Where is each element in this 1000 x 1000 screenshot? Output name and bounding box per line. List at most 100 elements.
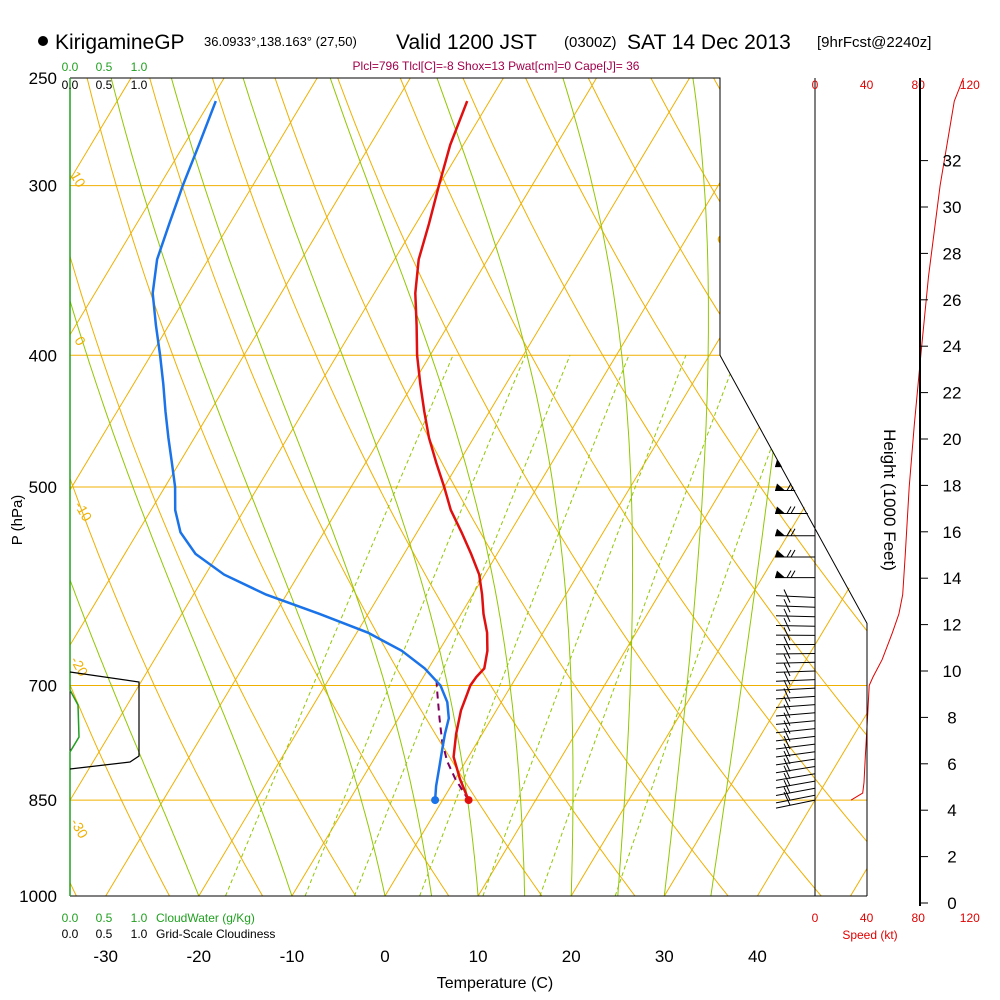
moist-adiabat-line [170, 78, 433, 896]
mixing-ratio-label: 2 [303, 901, 321, 916]
dry-adiabat-line [462, 78, 867, 737]
isotherm-line [70, 78, 318, 491]
sounding-profiles [151, 77, 964, 809]
wind-barb-staff [775, 735, 816, 742]
temperature-line [414, 100, 489, 801]
moist-adiabat-line [110, 78, 386, 896]
wind-barb-icon [775, 720, 816, 734]
cloudiness-tick-bottom: 1.0 [131, 927, 148, 941]
height-tick-label: 30 [943, 198, 962, 217]
wind-barb-feather [783, 645, 791, 659]
wind-barb-feather [783, 598, 791, 613]
valid-time: Valid 1200 JST [396, 31, 537, 54]
mixing-ratio-line [353, 355, 571, 896]
wind-barb-icon [775, 765, 816, 781]
wind-barb-feather [783, 779, 791, 794]
wind-barb-icon [775, 772, 816, 789]
wind-barb-staff [775, 794, 816, 804]
wind-barb-feather [783, 728, 791, 742]
wind-barb-icon [775, 696, 816, 710]
wind-barb-feather [786, 549, 792, 558]
isotherm-line [291, 78, 784, 896]
pressure-tick-label: 250 [29, 69, 57, 88]
wind-barb-icon [775, 735, 816, 750]
temperature-tick-label: 20 [562, 947, 581, 966]
wind-barb-feather [783, 608, 791, 623]
dry-adiabat-label: -20 [67, 654, 91, 680]
wind-barb-staff [775, 766, 816, 774]
height-tick-label: 8 [947, 708, 956, 727]
pressure-tick-label: 400 [29, 346, 57, 365]
wind-barb-feather [783, 688, 791, 702]
speed-tick-bottom: 120 [960, 911, 980, 925]
isotherm-line [105, 78, 597, 896]
wind-barb-icon [775, 645, 816, 659]
chart-frame-and-labels: 100-10-20-300102030250300400500700850100… [9, 60, 980, 992]
cloud-water-label: CloudWater (g/Kg) [156, 911, 255, 925]
cloudiness-tick-top: 0.5 [96, 78, 113, 92]
wind-barb-feather [790, 570, 796, 578]
height-tick-label: 32 [943, 152, 962, 171]
height-tick-label: 4 [947, 801, 956, 820]
height-tick-label: 26 [943, 291, 962, 310]
speed-tick-top: 120 [960, 78, 980, 92]
wind-barb-icon [775, 589, 816, 603]
height-tick-label: 6 [947, 755, 956, 774]
mixing-ratio-line [482, 355, 687, 896]
station-bullet-icon [38, 36, 48, 46]
speed-tick-top: 40 [860, 78, 874, 92]
wind-barb-staff [775, 679, 816, 682]
isotherm-line [756, 712, 867, 896]
wind-barb-icon [775, 728, 816, 742]
cloud-water-tick-top: 1.0 [131, 60, 148, 74]
wind-barb-feather [783, 750, 791, 765]
mixing-ratio-label: 12 [539, 894, 561, 916]
dry-adiabat-line [399, 78, 867, 843]
speed-tick-bottom: 0 [812, 911, 819, 925]
dry-adiabat-line [337, 78, 822, 896]
wind-barb-icon [775, 791, 816, 809]
wind-barb-staff [775, 780, 816, 789]
mixing-ratio-line [614, 355, 806, 896]
wind-barb-feather [786, 528, 792, 536]
mixing-ratio-label: 5 [419, 901, 437, 916]
mixing-ratio-label: 3 [355, 901, 373, 916]
wind-barb-feather [786, 483, 792, 491]
temperature-tick-label: -30 [93, 947, 118, 966]
cloud-water-line [69, 78, 80, 896]
temperature-tick-label: -20 [187, 947, 212, 966]
wind-barb-feather [783, 772, 791, 787]
wind-barb-feather [783, 720, 791, 734]
dry-adiabat-label: -30 [67, 816, 91, 842]
wind-barb-icon [775, 627, 816, 641]
wind-barb-staff [775, 758, 816, 766]
wind-barb-icon [775, 654, 816, 668]
wind-barb-feather [783, 704, 791, 718]
cloud-water-tick-bottom: 0.0 [62, 911, 79, 925]
pressure-tick-label: 300 [29, 177, 57, 196]
dry-adiabat-line [149, 78, 543, 896]
wind-barb-staff [775, 773, 816, 781]
height-tick-label: 18 [943, 476, 962, 495]
forecast-info: [9hrFcst@2240z] [817, 34, 931, 51]
dewpoint-line [151, 100, 451, 801]
wind-barb-feather [783, 791, 791, 806]
dry-adiabat-line [964, 78, 1000, 896]
moist-adiabat-line [562, 78, 634, 896]
parcel-path-line [435, 676, 470, 801]
height-tick-label: 0 [947, 894, 956, 913]
wind-barb-icon [775, 598, 816, 613]
surface-temperature-dot [464, 796, 473, 805]
wind-barb-staff [775, 720, 816, 725]
wind-barb-feather [786, 506, 792, 514]
isotherm-line [477, 246, 867, 896]
height-tick-label: 16 [943, 523, 962, 542]
wind-barb-feather [783, 671, 791, 685]
mixing-ratio-label: 20 [616, 894, 638, 916]
cloud-water-tick-bottom: 0.5 [96, 911, 113, 925]
wind-barb-staff [775, 661, 816, 664]
height-tick-label: 20 [943, 430, 962, 449]
wind-barb-icon [775, 786, 816, 804]
wind-barb-staff [775, 712, 816, 717]
